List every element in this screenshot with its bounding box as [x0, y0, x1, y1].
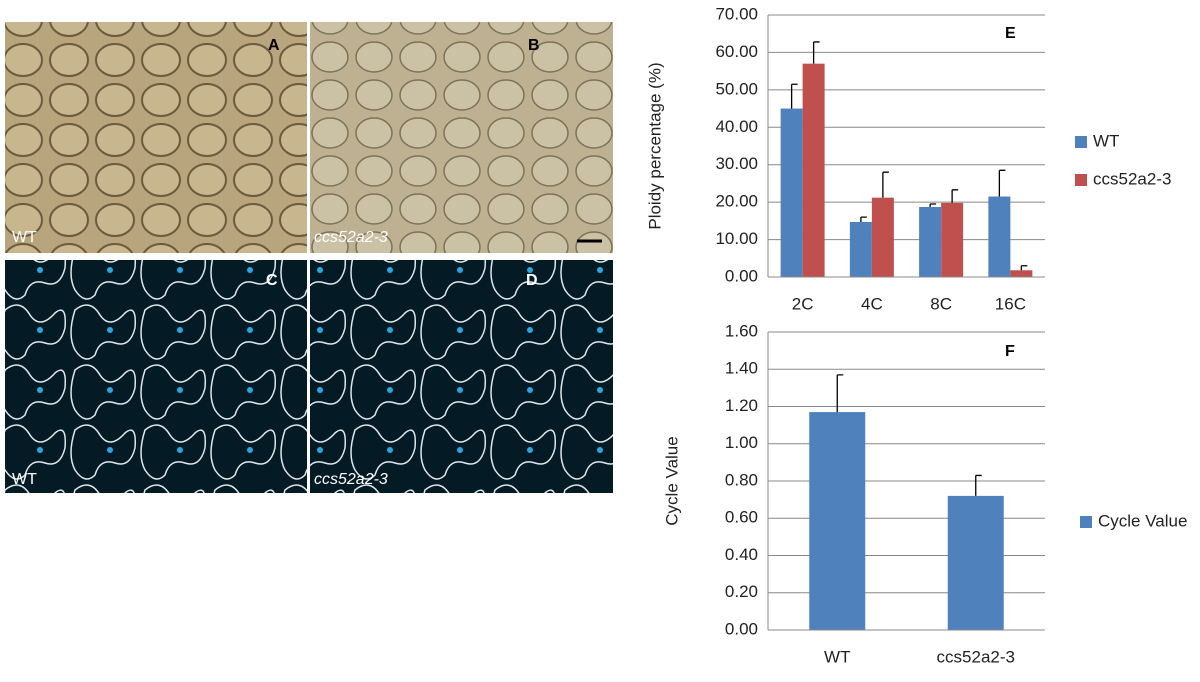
image-panel [310, 22, 613, 253]
genotype-label: ccs52a2-3 [314, 229, 388, 246]
error-bar [860, 216, 867, 222]
bar [1010, 270, 1033, 277]
panel-letter: F [1005, 343, 1015, 360]
error-bar [929, 203, 937, 208]
panel-letter: B [528, 37, 540, 54]
y-tick-label: 1.40 [725, 359, 758, 378]
y-tick-label: 40.00 [715, 117, 758, 136]
panel-letter: C [266, 272, 278, 289]
bar [947, 495, 1004, 630]
x-tick-label: 4C [861, 294, 883, 313]
error-bar [998, 169, 1006, 197]
bar [780, 108, 803, 277]
bar [941, 202, 964, 277]
error-bar [882, 171, 889, 198]
y-axis-label: Ploidy percentage (%) [645, 62, 664, 229]
error-bar [951, 189, 959, 203]
y-tick-label: 60.00 [715, 42, 758, 61]
bar [988, 196, 1011, 277]
x-tick-label: WT [824, 647, 850, 666]
y-tick-label: 0.60 [725, 508, 758, 527]
legend-label: Cycle Value [1098, 511, 1187, 530]
micrographs: A WT B ccs52a2-3 C WT D ccs52a2-3 [5, 22, 613, 493]
panel-letter: E [1005, 25, 1016, 42]
legend-swatch [1075, 174, 1087, 186]
x-tick-label: 16C [995, 294, 1026, 313]
image-panel [310, 260, 613, 493]
image-panel [5, 260, 307, 493]
y-tick-label: 0.20 [725, 582, 758, 601]
bar [809, 412, 866, 630]
y-tick-label: 70.00 [715, 4, 758, 23]
y-tick-label: 10.00 [715, 229, 758, 248]
error-bar [790, 83, 798, 109]
panel-letter: D [526, 272, 538, 289]
y-tick-label: 0.80 [725, 470, 758, 489]
legend-swatch [1080, 516, 1092, 528]
genotype-label: ccs52a2-3 [314, 471, 388, 488]
y-tick-label: 30.00 [715, 154, 758, 173]
bar [849, 221, 872, 277]
x-tick-label: ccs52a2-3 [937, 647, 1015, 666]
y-tick-label: 50.00 [715, 79, 758, 98]
legend-swatch [1075, 136, 1087, 148]
y-axis-label: Cycle Value [662, 436, 681, 525]
y-tick-label: 1.00 [725, 433, 758, 452]
error-bar [812, 41, 820, 64]
legend-label: ccs52a2-3 [1093, 169, 1171, 188]
y-tick-label: 0.00 [725, 266, 758, 285]
x-tick-label: 2C [792, 294, 814, 313]
y-tick-label: 20.00 [715, 192, 758, 211]
panel-letter: A [268, 37, 280, 54]
bar [802, 63, 825, 278]
y-tick-label: 0.00 [725, 619, 758, 638]
y-tick-label: 1.20 [725, 396, 758, 415]
bar [871, 197, 894, 277]
bar [919, 207, 942, 277]
error-bar [1020, 265, 1028, 271]
genotype-label: WT [12, 471, 37, 488]
error-bar [975, 474, 982, 496]
y-tick-label: 1.60 [725, 321, 758, 340]
legend-label: WT [1093, 131, 1119, 150]
error-bar [836, 374, 844, 413]
image-panel [5, 22, 307, 253]
x-tick-label: 8C [930, 294, 952, 313]
genotype-label: WT [12, 229, 37, 246]
y-tick-label: 0.40 [725, 545, 758, 564]
